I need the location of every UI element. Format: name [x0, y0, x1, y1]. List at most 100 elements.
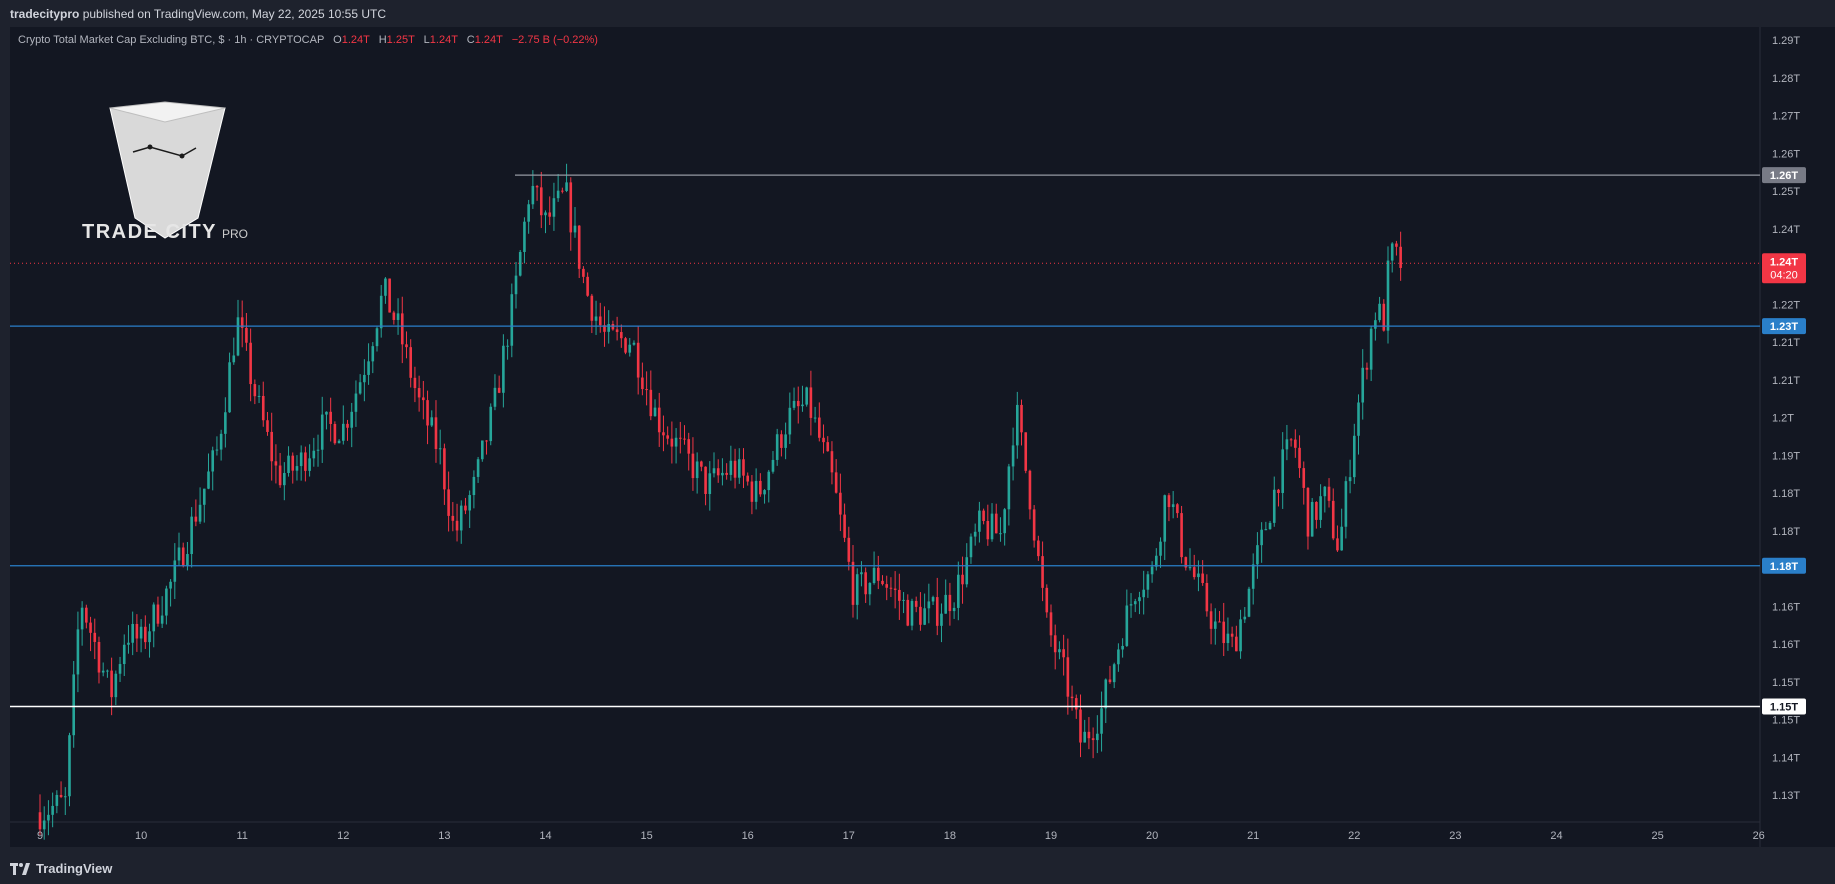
candle-body [876, 567, 880, 581]
candle-body [994, 513, 998, 534]
candle-body [1209, 611, 1213, 629]
candle-body [1395, 243, 1398, 247]
candle-body [1150, 566, 1154, 575]
candle-body [653, 407, 657, 417]
y-tick-label: 1.21T [1772, 337, 1800, 349]
candle-body [1129, 604, 1133, 606]
candle-body [1294, 439, 1297, 448]
level-tag-label: 1.18T [1770, 561, 1798, 573]
candle-body [266, 420, 269, 432]
candle-body [169, 581, 172, 589]
candle-body [843, 514, 846, 538]
candle-body [257, 395, 261, 397]
y-tick-label: 1.15T [1772, 715, 1800, 727]
x-tick-label: 9 [37, 830, 43, 842]
candle-body [1180, 513, 1183, 558]
candle-body [215, 449, 219, 451]
candle-body [1074, 698, 1078, 710]
tradingview-brand[interactable]: TradingView [10, 861, 112, 876]
candle-body [148, 631, 151, 643]
logo-dot-icon [147, 144, 153, 150]
x-tick-label: 18 [944, 830, 956, 842]
candle-body [641, 377, 644, 390]
low-value: 1.24T [429, 34, 458, 46]
open-label: O [333, 34, 342, 46]
x-tick-label: 13 [438, 830, 450, 842]
candle-body [1163, 495, 1167, 542]
candle-body [531, 185, 535, 205]
candle-body [1306, 487, 1310, 537]
candle-body [1327, 486, 1331, 501]
candle-body [695, 461, 699, 479]
candle-body [906, 599, 910, 626]
candle-body [291, 455, 295, 471]
candle-body [1315, 501, 1318, 520]
candle-body [1365, 367, 1369, 370]
candle-body [493, 387, 497, 407]
candle-body [1235, 636, 1238, 652]
candle-body [809, 387, 813, 418]
candle-body [590, 295, 594, 321]
candle-body [481, 440, 484, 460]
y-tick-label: 1.16T [1772, 601, 1800, 613]
candle-body [363, 374, 366, 383]
candle-body [1390, 243, 1394, 261]
candle-body [1155, 555, 1158, 567]
candle-body [1032, 509, 1036, 541]
candle-body [784, 434, 787, 448]
candle-body [240, 317, 244, 328]
candle-body [1331, 500, 1335, 539]
candle-body [527, 204, 530, 222]
candle-body [278, 465, 282, 486]
candle-body [737, 459, 741, 478]
candle-body [767, 471, 771, 491]
candle-body [190, 516, 193, 555]
candle-body [375, 328, 379, 347]
candle-body [85, 607, 88, 623]
candle-body [202, 488, 206, 505]
tradingview-logo-icon [10, 862, 30, 875]
symbol-title[interactable]: Crypto Total Market Cap Excluding BTC, $… [18, 34, 325, 46]
symbol-legend[interactable]: Crypto Total Market Cap Excluding BTC, $… [18, 34, 598, 46]
candle-body [657, 407, 661, 433]
y-tick-label: 1.14T [1772, 752, 1800, 764]
y-tick-label: 1.18T [1772, 488, 1800, 500]
candle-body [729, 460, 733, 475]
candle-body [38, 812, 42, 830]
candle-body [919, 606, 922, 625]
candle-body [611, 324, 615, 330]
candle-body [443, 448, 446, 490]
candle-body [1344, 481, 1348, 527]
price-chart[interactable]: 1.29T 1.28T 1.27T 1.26T 1.25T 1.24T 1.23T 1.22T… [0, 0, 1835, 856]
candle-body [1188, 567, 1192, 569]
x-tick-label: 16 [742, 830, 754, 842]
candle-body [523, 221, 526, 252]
candle-body [350, 411, 354, 428]
candle-body [889, 587, 893, 589]
publisher-name[interactable]: tradecitypro [10, 7, 80, 21]
candle-body [333, 423, 337, 444]
candle-body [72, 674, 76, 736]
candle-body [371, 346, 375, 362]
candle-body [1268, 522, 1272, 530]
candle-body [973, 531, 977, 537]
candle-body [999, 533, 1002, 535]
candle-body [459, 505, 463, 531]
candle-body [1357, 402, 1360, 436]
candle-body [1285, 439, 1289, 450]
x-tick-label: 19 [1045, 830, 1057, 842]
candle-body [839, 492, 842, 515]
publish-date-text: published on TradingView.com, May 22, 20… [82, 7, 386, 21]
y-tick-label: 1.16T [1772, 639, 1800, 651]
candle-body [1045, 587, 1049, 613]
x-tick-label: 25 [1651, 830, 1663, 842]
candle-body [759, 480, 762, 495]
chart-pane[interactable] [10, 27, 1760, 847]
logo-suffix: PRO [222, 227, 248, 241]
candle-body [805, 387, 808, 405]
candle-body [430, 417, 434, 426]
candle-body [674, 437, 678, 447]
candle-body [194, 516, 198, 522]
candle-body [746, 475, 750, 482]
x-tick-label: 10 [135, 830, 147, 842]
